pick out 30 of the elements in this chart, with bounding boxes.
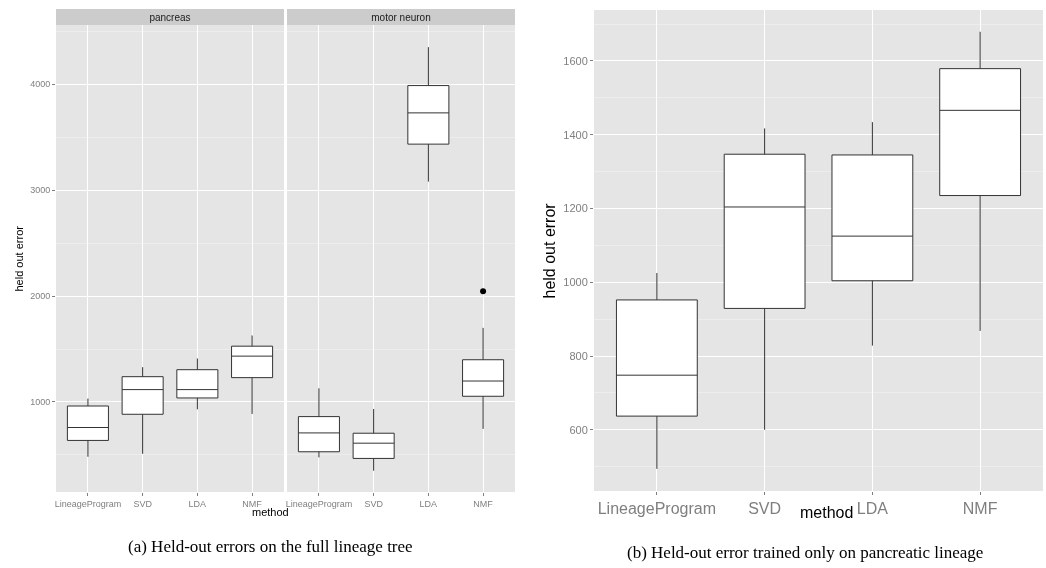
x-tick-label: LineageProgram xyxy=(285,498,353,509)
x-tick-label: SVD xyxy=(364,498,384,509)
chart-title: motor neuron xyxy=(371,11,431,23)
x-tick-label: SVD xyxy=(133,498,153,509)
x-axis-title: method xyxy=(252,506,289,518)
x-tick-label: NMF xyxy=(473,498,494,509)
y-tick-label: 1200 xyxy=(563,202,588,215)
y-tick-label: 1600 xyxy=(563,54,588,67)
x-tick-label: SVD xyxy=(748,500,782,518)
y-tick-label: 2000 xyxy=(30,291,51,302)
x-axis-title: method xyxy=(800,504,854,521)
x-tick-label: LineageProgram xyxy=(54,498,122,509)
text: (a) Held-out errors on the full lineage tree xyxy=(128,537,413,556)
chart-title: pancreas xyxy=(149,11,191,23)
y-tick-label: 1000 xyxy=(30,397,51,408)
x-tick-label: NMF xyxy=(242,498,263,509)
y-tick-label: 1400 xyxy=(563,128,588,141)
text: (b) Held-out error trained only on pancreatic lineage xyxy=(627,543,984,562)
y-tick-label: 800 xyxy=(569,349,588,362)
x-tick-label: LineageProgram xyxy=(597,500,717,518)
x-tick-label: LDA xyxy=(188,498,207,509)
x-tick-label: LDA xyxy=(419,498,438,509)
x-tick-label: LDA xyxy=(856,500,889,518)
x-tick-label: NMF xyxy=(962,500,998,518)
y-tick-label: 4000 xyxy=(30,79,51,90)
y-tick-label: 3000 xyxy=(30,185,51,196)
y-tick-label: 1000 xyxy=(563,276,588,289)
y-axis-title: held out error xyxy=(540,202,558,299)
y-axis-title: held out error xyxy=(12,225,25,292)
y-tick-label: 600 xyxy=(569,423,588,436)
